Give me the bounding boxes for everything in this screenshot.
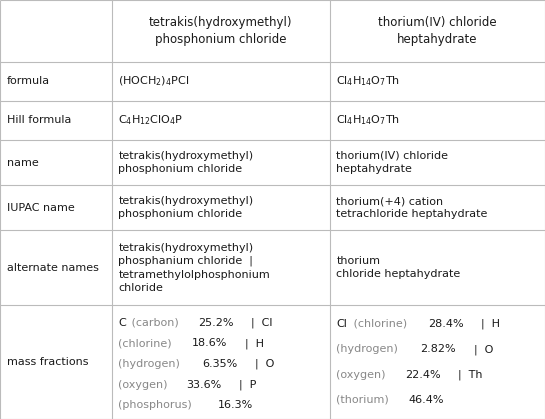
Text: tetrakis(hydroxymethyl)
phosphonium chloride: tetrakis(hydroxymethyl) phosphonium chlo… bbox=[149, 16, 293, 46]
Text: thorium
chloride heptahydrate: thorium chloride heptahydrate bbox=[336, 256, 461, 279]
Text: 25.2%: 25.2% bbox=[198, 318, 234, 328]
Text: thorium(IV) chloride
heptahydrate: thorium(IV) chloride heptahydrate bbox=[378, 16, 496, 46]
Text: tetrakis(hydroxymethyl)
phosphonium chloride: tetrakis(hydroxymethyl) phosphonium chlo… bbox=[118, 151, 253, 174]
Text: (HOCH$_2$)$_4$PCl: (HOCH$_2$)$_4$PCl bbox=[118, 75, 190, 88]
Text: thorium(+4) cation
tetrachloride heptahydrate: thorium(+4) cation tetrachloride heptahy… bbox=[336, 196, 488, 220]
Text: Cl: Cl bbox=[336, 319, 347, 329]
Text: |  O: | O bbox=[248, 359, 275, 370]
Text: C$_4$H$_{12}$ClO$_4$P: C$_4$H$_{12}$ClO$_4$P bbox=[118, 114, 184, 127]
Text: 6.35%: 6.35% bbox=[203, 359, 238, 369]
Text: 18.6%: 18.6% bbox=[192, 338, 227, 348]
Text: |  Th: | Th bbox=[451, 370, 482, 380]
Text: 28.4%: 28.4% bbox=[428, 319, 464, 329]
Text: |  H: | H bbox=[475, 319, 500, 329]
Text: 33.6%: 33.6% bbox=[186, 380, 222, 390]
Text: alternate names: alternate names bbox=[7, 263, 99, 273]
Text: 22.4%: 22.4% bbox=[404, 370, 440, 380]
Text: |  P: | P bbox=[232, 380, 257, 390]
Text: 46.4%: 46.4% bbox=[409, 395, 444, 405]
Text: |  O: | O bbox=[467, 344, 493, 355]
Text: |  H: | H bbox=[238, 338, 264, 349]
Text: formula: formula bbox=[7, 77, 50, 86]
Text: Cl$_4$H$_{14}$O$_7$Th: Cl$_4$H$_{14}$O$_7$Th bbox=[336, 114, 400, 127]
Text: (chlorine): (chlorine) bbox=[118, 338, 175, 348]
Text: 16.3%: 16.3% bbox=[218, 401, 253, 411]
Text: (oxygen): (oxygen) bbox=[336, 370, 389, 380]
Text: (phosphorus): (phosphorus) bbox=[118, 401, 196, 411]
Text: IUPAC name: IUPAC name bbox=[7, 203, 74, 213]
Text: (oxygen): (oxygen) bbox=[118, 380, 171, 390]
Text: (thorium): (thorium) bbox=[336, 395, 392, 405]
Text: 2.82%: 2.82% bbox=[421, 344, 456, 354]
Text: Hill formula: Hill formula bbox=[7, 116, 71, 125]
Text: (hydrogen): (hydrogen) bbox=[118, 359, 184, 369]
Text: |  Cl: | Cl bbox=[244, 318, 272, 328]
Text: thorium(IV) chloride
heptahydrate: thorium(IV) chloride heptahydrate bbox=[336, 151, 449, 174]
Text: Cl$_4$H$_{14}$O$_7$Th: Cl$_4$H$_{14}$O$_7$Th bbox=[336, 75, 400, 88]
Text: C: C bbox=[118, 318, 126, 328]
Text: (chlorine): (chlorine) bbox=[350, 319, 411, 329]
Text: (carbon): (carbon) bbox=[128, 318, 183, 328]
Text: mass fractions: mass fractions bbox=[7, 357, 88, 367]
Text: tetrakis(hydroxymethyl)
phosphonium chloride: tetrakis(hydroxymethyl) phosphonium chlo… bbox=[118, 196, 253, 220]
Text: (hydrogen): (hydrogen) bbox=[336, 344, 402, 354]
Text: tetrakis(hydroxymethyl)
phosphanium chloride  |
tetramethylolphosphonium
chlorid: tetrakis(hydroxymethyl) phosphanium chlo… bbox=[118, 243, 270, 293]
Text: name: name bbox=[7, 158, 38, 168]
